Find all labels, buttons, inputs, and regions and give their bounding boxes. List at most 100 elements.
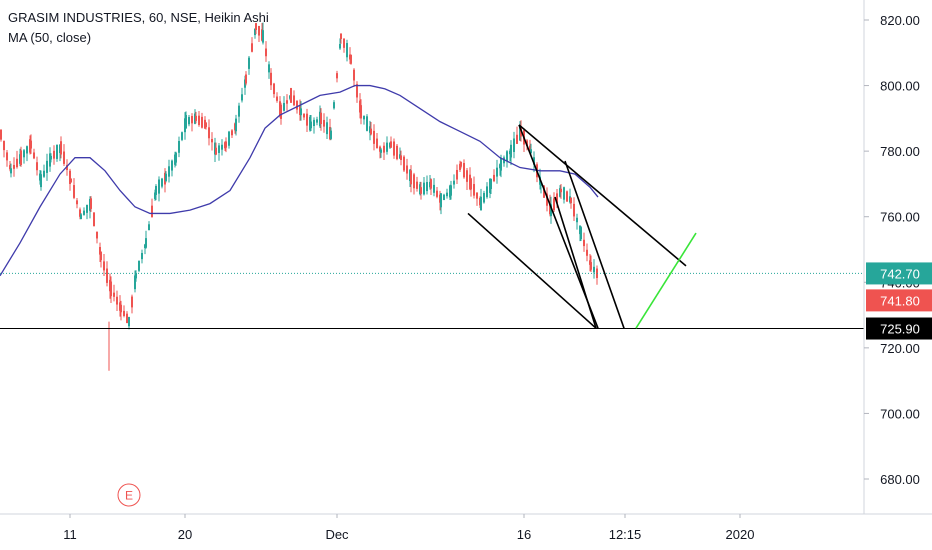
- candle-body: [228, 131, 230, 146]
- candle-body: [376, 138, 378, 148]
- candle-body: [486, 186, 488, 198]
- candle-body: [3, 141, 5, 151]
- trendline[interactable]: [564, 160, 625, 329]
- candle-body: [390, 141, 392, 148]
- candle-body: [33, 152, 35, 159]
- candle-body: [493, 174, 495, 182]
- candle-body: [148, 224, 150, 231]
- candle-body: [255, 23, 257, 31]
- candle-body: [533, 157, 535, 165]
- candle-body: [296, 100, 298, 110]
- candle-body: [396, 145, 398, 160]
- candle-body: [320, 112, 322, 125]
- candle-body: [513, 138, 515, 152]
- candle-body: [336, 73, 338, 79]
- candle-body: [380, 149, 382, 153]
- candle-body: [53, 150, 55, 159]
- candle-body: [123, 310, 125, 316]
- candle-body: [353, 69, 355, 81]
- trendline[interactable]: [554, 196, 597, 329]
- candle-body: [135, 273, 137, 279]
- candle-body: [70, 178, 72, 183]
- candle-body: [286, 100, 288, 104]
- y-tick-label: 780.00: [880, 144, 920, 159]
- candle-body: [158, 179, 160, 194]
- candle-body: [530, 149, 532, 154]
- price-label-bg: [866, 317, 932, 340]
- candle-body: [96, 231, 98, 239]
- candle-body: [251, 43, 253, 52]
- candle-body: [420, 187, 422, 194]
- chart-legend: GRASIM INDUSTRIES, 60, NSE, Heikin Ashi …: [8, 8, 269, 48]
- candle-body: [306, 113, 308, 126]
- candle-body: [76, 200, 78, 205]
- candle-body: [265, 48, 267, 57]
- candle-body: [161, 178, 163, 187]
- candle-body: [80, 214, 82, 220]
- candle-body: [185, 115, 187, 129]
- price-label: 741.80: [866, 289, 932, 312]
- candle-body: [43, 170, 45, 177]
- candle-body: [244, 79, 246, 88]
- candle-body: [73, 185, 75, 198]
- candle-body: [460, 161, 462, 167]
- y-tick-label: 820.00: [880, 13, 920, 28]
- candle-body: [131, 296, 133, 308]
- candle-body: [6, 152, 8, 161]
- candle-body: [50, 155, 52, 160]
- candle-body: [83, 210, 85, 215]
- candle-body: [36, 162, 38, 171]
- candle-body: [151, 205, 153, 218]
- candle-body: [463, 163, 465, 178]
- candle-body: [49, 153, 51, 167]
- candle-body: [303, 114, 305, 118]
- projection-line[interactable]: [635, 232, 697, 329]
- candle-body: [198, 115, 200, 125]
- candle-body: [516, 134, 518, 144]
- indicator-title[interactable]: MA (50, close): [8, 30, 92, 45]
- candle-body: [546, 193, 548, 206]
- candle-body: [128, 317, 130, 327]
- candle-body: [155, 186, 157, 195]
- candle-body: [66, 165, 68, 171]
- candle-body: [116, 296, 118, 305]
- candle-body: [406, 165, 408, 174]
- time-axis[interactable]: 11 20 Dec 16 12:15 2020: [63, 514, 754, 542]
- candle-body: [470, 178, 472, 190]
- candle-body: [576, 217, 578, 223]
- candle-body: [593, 266, 595, 273]
- candle-body: [205, 122, 207, 128]
- candle-body: [254, 28, 256, 36]
- candle-body: [69, 170, 71, 184]
- earnings-marker[interactable]: E: [117, 483, 141, 507]
- candle-body: [134, 275, 136, 290]
- candle-body: [423, 182, 425, 195]
- candle-body: [201, 116, 203, 128]
- candle-body: [510, 144, 512, 158]
- y-tick-label: 680.00: [880, 472, 920, 487]
- trendline[interactable]: [518, 124, 687, 267]
- candle-body: [506, 151, 508, 162]
- candle-body: [283, 102, 285, 111]
- candle-body: [426, 182, 428, 192]
- x-tick-label: Dec: [325, 527, 349, 542]
- candle-body: [270, 72, 272, 86]
- candle-body: [563, 187, 565, 200]
- candle-body: [103, 261, 105, 271]
- candle-body: [171, 160, 173, 171]
- candle-body: [225, 141, 227, 148]
- candle-body: [273, 83, 275, 95]
- price-axis[interactable]: 820.00800.00780.00760.00740.00720.00700.…: [864, 13, 920, 487]
- symbol-title[interactable]: GRASIM INDUSTRIES, 60, NSE, Heikin Ashi: [8, 10, 269, 25]
- candle-body: [208, 127, 210, 139]
- candle-body: [20, 150, 22, 165]
- candle-body: [360, 105, 362, 119]
- trendline[interactable]: [467, 212, 597, 329]
- candle-body: [23, 150, 25, 158]
- candle-body: [453, 180, 455, 185]
- candle-body: [310, 121, 312, 129]
- candle-body: [366, 116, 368, 131]
- candle-body: [559, 188, 561, 197]
- candle-body: [175, 152, 177, 163]
